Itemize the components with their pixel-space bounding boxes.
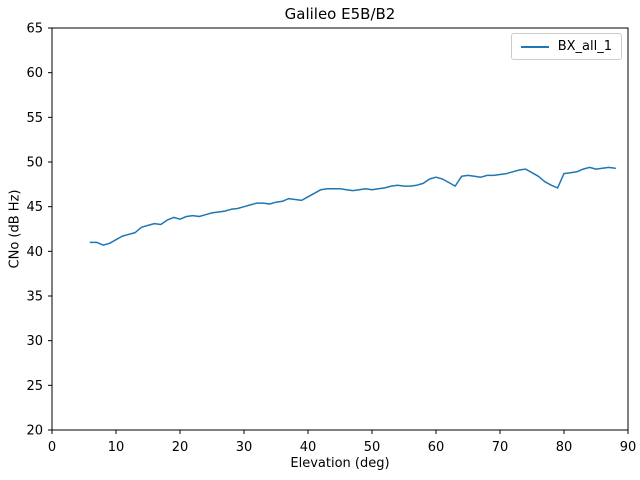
x-tick-label: 0 [48,440,56,455]
legend-line-swatch [520,45,549,48]
y-tick-label: 65 [26,22,43,37]
x-tick-label: 90 [620,440,637,455]
chart-title: Galileo E5B/B2 [284,5,396,23]
y-tick-label: 20 [26,424,43,439]
x-tick-label: 80 [556,440,573,455]
x-axis-label: Elevation (deg) [290,456,390,471]
y-axis-label: CNo (dB Hz) [7,189,23,269]
y-tick-label: 35 [26,290,43,305]
legend-entry-label: BX_all_1 [557,39,612,54]
y-tick-label: 55 [26,111,43,126]
legend-box: BX_all_1 [510,33,622,60]
x-tick-label: 50 [364,440,381,455]
y-tick-label: 45 [26,200,43,215]
x-tick-label: 60 [428,440,445,455]
x-tick-label: 40 [300,440,317,455]
y-tick-label: 30 [26,334,43,349]
x-tick-label: 10 [108,440,125,455]
axes-frame [51,27,629,431]
x-tick-label: 70 [492,440,509,455]
x-tick-label: 20 [172,440,189,455]
y-tick-label: 60 [26,66,43,81]
data-line-BX_all_1 [89,166,616,246]
x-tick-label: 30 [236,440,253,455]
y-tick-label: 50 [26,156,43,171]
y-tick-label: 25 [26,379,43,394]
y-tick-label: 40 [26,245,43,260]
